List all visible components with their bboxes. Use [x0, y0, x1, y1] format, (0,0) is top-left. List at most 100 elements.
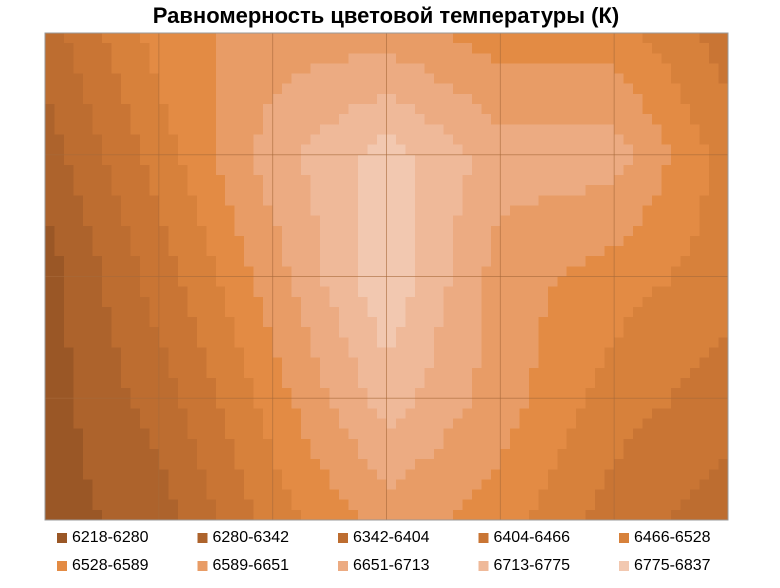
- contour-cell: [652, 398, 663, 409]
- contour-cell: [358, 114, 369, 125]
- contour-cell: [225, 438, 236, 450]
- contour-cell: [177, 73, 188, 85]
- contour-cell: [54, 93, 65, 105]
- contour-cell: [576, 438, 587, 450]
- contour-cell: [576, 306, 587, 318]
- contour-cell: [291, 256, 302, 267]
- contour-cell: [538, 154, 549, 166]
- contour-cell: [187, 235, 198, 247]
- contour-cell: [206, 489, 217, 501]
- contour-cell: [718, 195, 729, 207]
- contour-cell: [433, 154, 445, 166]
- contour-cell: [234, 479, 245, 491]
- contour-cell: [101, 144, 113, 156]
- contour-cell: [585, 246, 596, 257]
- contour-cell: [377, 63, 388, 75]
- contour-cell: [509, 185, 520, 196]
- contour-cell: [661, 398, 672, 409]
- contour-cell: [433, 428, 445, 440]
- contour-cell: [177, 246, 188, 257]
- contour-cell: [339, 185, 350, 196]
- contour-cell: [301, 134, 312, 146]
- contour-cell: [348, 195, 359, 207]
- contour-cell: [652, 418, 663, 430]
- contour-cell: [149, 418, 160, 430]
- contour-cell: [547, 225, 558, 237]
- contour-cell: [225, 489, 236, 501]
- contour-cell: [139, 337, 150, 349]
- contour-cell: [45, 195, 56, 207]
- contour-cell: [310, 459, 321, 470]
- contour-cell: [339, 114, 350, 125]
- contour-cell: [585, 154, 596, 166]
- contour-cell: [661, 479, 672, 491]
- contour-cell: [671, 337, 682, 349]
- contour-cell: [177, 93, 188, 105]
- contour-cell: [500, 104, 511, 115]
- grid: [44, 32, 729, 521]
- contour-cell: [633, 296, 644, 308]
- contour-cell: [718, 438, 729, 450]
- contour-cell: [718, 215, 729, 227]
- contour-cell: [45, 154, 56, 166]
- contour-cell: [196, 154, 207, 166]
- contour-cell: [196, 296, 207, 308]
- contour-cell: [139, 459, 150, 470]
- contour-cell: [82, 256, 94, 267]
- contour-cell: [424, 418, 435, 430]
- contour-cell: [101, 317, 113, 328]
- contour-cell: [443, 134, 454, 146]
- contour-cell: [63, 286, 75, 298]
- contour-cell: [177, 448, 188, 460]
- legend-label: 6528-6589: [72, 557, 149, 574]
- contour-cell: [168, 235, 179, 247]
- contour-cell: [139, 175, 150, 186]
- contour-cell: [699, 509, 710, 521]
- contour-cell: [282, 408, 293, 420]
- contour-cell: [585, 63, 596, 75]
- contour-cell: [168, 225, 179, 237]
- contour-cell: [272, 347, 283, 359]
- contour-cell: [642, 124, 653, 136]
- contour-cell: [595, 134, 606, 146]
- contour-cell: [282, 367, 293, 379]
- contour-cell: [633, 83, 644, 95]
- contour-cell: [395, 448, 407, 460]
- contour-cell: [490, 246, 501, 257]
- contour-cell: [680, 428, 691, 440]
- contour-cell: [623, 53, 634, 65]
- contour-cell: [547, 185, 558, 196]
- contour-cell: [82, 33, 94, 44]
- contour-cell: [253, 144, 264, 156]
- contour-cell: [272, 104, 283, 115]
- contour-cell: [462, 63, 473, 75]
- contour-cell: [699, 388, 710, 399]
- contour-cell: [244, 114, 255, 125]
- contour-cell: [395, 327, 407, 338]
- contour-cell: [73, 317, 84, 328]
- contour-cell: [253, 347, 264, 359]
- contour-cell: [614, 246, 625, 257]
- contour-cell: [462, 408, 473, 420]
- contour-cell: [358, 499, 369, 511]
- contour-cell: [642, 469, 653, 481]
- contour-cell: [490, 205, 501, 217]
- contour-cell: [101, 469, 113, 481]
- contour-cell: [244, 388, 255, 399]
- contour-cell: [310, 63, 321, 75]
- contour-cell: [500, 317, 511, 328]
- contour-cell: [566, 459, 577, 470]
- contour-cell: [329, 83, 340, 95]
- contour-cell: [158, 347, 169, 359]
- contour-cell: [443, 388, 454, 399]
- contour-cell: [358, 185, 369, 196]
- contour-cell: [576, 73, 587, 85]
- contour-cell: [443, 489, 454, 501]
- contour-cell: [73, 469, 84, 481]
- contour-cell: [358, 225, 369, 237]
- contour-cell: [709, 296, 720, 308]
- contour-cell: [452, 418, 463, 430]
- contour-cell: [566, 144, 577, 156]
- contour-cell: [604, 114, 615, 125]
- legend-swatch: [197, 561, 208, 571]
